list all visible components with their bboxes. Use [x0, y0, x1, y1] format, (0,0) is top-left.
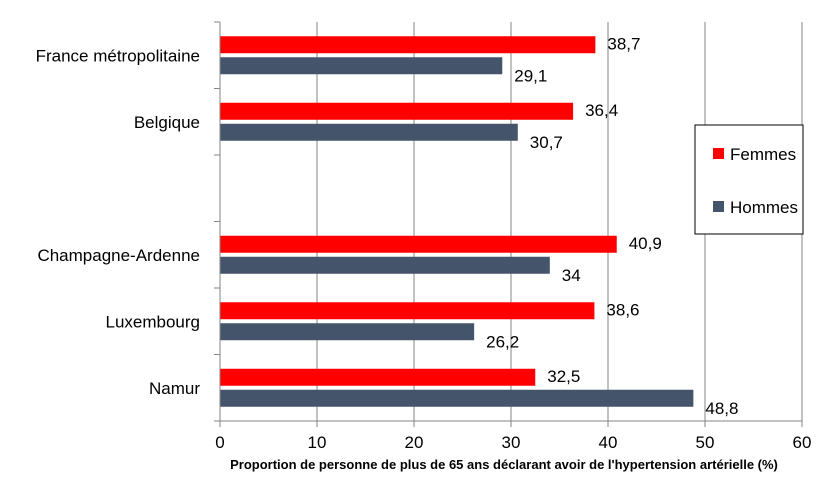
legend-swatch: [713, 201, 724, 212]
data-label: 38,7: [607, 34, 640, 53]
data-label: 26,2: [486, 332, 519, 351]
bar-hommes: [220, 389, 694, 407]
legend-label: Hommes: [730, 198, 798, 217]
category-label: Champagne-Ardenne: [37, 246, 200, 265]
data-label: 40,9: [629, 234, 662, 253]
bar-femmes: [220, 368, 536, 386]
bar-femmes: [220, 235, 617, 253]
data-label: 48,8: [705, 399, 738, 418]
data-label: 38,6: [606, 300, 639, 319]
bars: [220, 36, 694, 407]
data-labels: 38,7 29,1 36,4 30,7 40,9 34 38,6 26,2 32,5 48,8: [486, 34, 738, 418]
axes: 0 10 20 30 40 50 60 France métropolitaine Belgiq…: [36, 21, 812, 452]
data-label: 34: [562, 266, 581, 285]
data-label: 32,5: [547, 367, 580, 386]
data-label: 30,7: [530, 133, 563, 152]
data-label: 29,1: [514, 66, 547, 85]
category-label: Namur: [149, 379, 200, 398]
x-tick-label: 50: [696, 433, 715, 452]
legend-label: Femmes: [730, 145, 796, 164]
category-label: France métropolitaine: [36, 46, 200, 65]
x-tick-label: 20: [405, 433, 424, 452]
legend-swatch: [713, 148, 724, 159]
bar-hommes: [220, 123, 518, 141]
bar-hommes: [220, 256, 550, 274]
bar-femmes: [220, 36, 596, 54]
x-tick-label: 30: [502, 433, 521, 452]
x-tick-label: 60: [793, 433, 812, 452]
category-label: Belgique: [134, 113, 200, 132]
bar-hommes: [220, 323, 475, 341]
category-label: Luxembourg: [105, 312, 200, 331]
x-tick-label: 10: [308, 433, 327, 452]
bar-femmes: [220, 102, 574, 120]
data-label: 36,4: [585, 101, 618, 120]
x-axis-title: Proportion de personne de plus de 65 ans…: [230, 457, 778, 472]
legend-box: [694, 124, 804, 235]
bar-hommes: [220, 57, 503, 75]
bar-femmes: [220, 302, 595, 320]
legend: Femmes Hommes: [694, 124, 804, 235]
x-tick-label: 0: [215, 433, 224, 452]
x-tick-label: 40: [599, 433, 618, 452]
